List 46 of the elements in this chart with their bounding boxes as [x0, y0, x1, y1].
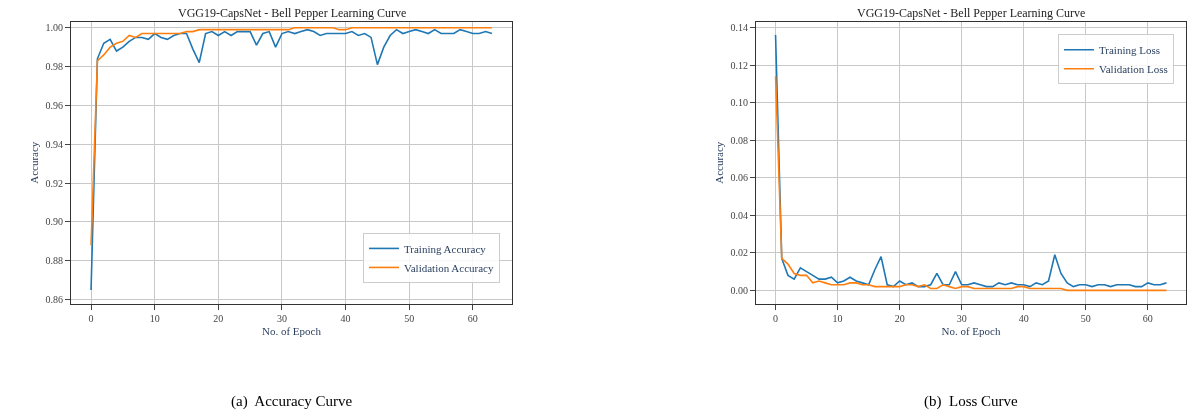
y-tick-label: 0.92: [45, 177, 63, 189]
x-tick-label: 30: [276, 312, 287, 324]
x-axis-title: No. of Epoch: [262, 324, 322, 337]
x-tick-label: 50: [1080, 312, 1091, 324]
y-tick-label: 0.08: [730, 134, 748, 146]
x-tick-label: 60: [1142, 312, 1153, 324]
y-tick-label: 1.00: [45, 22, 63, 34]
y-tick-label: 0.10: [730, 97, 748, 109]
y-tick-label: 0.04: [730, 209, 748, 221]
y-tick-label: 0.00: [730, 284, 748, 296]
chart-title: VGG19-CapsNet - Bell Pepper Learning Curve: [857, 6, 1086, 20]
y-tick-label: 0.12: [730, 59, 748, 71]
x-tick-label: 10: [149, 312, 160, 324]
y-tick-label: 0.88: [45, 255, 63, 267]
x-tick-label: 0: [773, 312, 779, 324]
y-tick-label: 0.96: [45, 99, 63, 111]
legend-label: Validation Loss: [1098, 63, 1168, 76]
x-tick-label: 10: [832, 312, 843, 324]
legend-label: Training Loss: [1098, 44, 1161, 57]
legend-label: Validation Accuracy: [403, 261, 494, 274]
y-tick-label: 0.98: [45, 61, 63, 73]
x-tick-label: 40: [340, 312, 351, 324]
line-series: [774, 75, 1168, 292]
line-series: [774, 34, 1168, 288]
y-tick-label: 0.02: [730, 247, 748, 259]
y-axis-title: Accuracy: [713, 141, 726, 184]
y-tick-label: 0.14: [730, 22, 748, 34]
x-tick-label: 0: [88, 312, 94, 324]
x-tick-label: 30: [956, 312, 967, 324]
line-series: [90, 28, 493, 291]
x-tick-label: 20: [213, 312, 224, 324]
legend-label: Training Accuracy: [403, 242, 487, 255]
y-tick-label: 0.90: [45, 216, 63, 228]
x-tick-label: 50: [404, 312, 415, 324]
text: (a) Accuracy Curve: [231, 393, 353, 410]
line-series: [90, 26, 493, 247]
y-tick-label: 0.86: [45, 294, 63, 306]
x-axis-title: No. of Epoch: [941, 324, 1001, 337]
chart-title: VGG19-CapsNet - Bell Pepper Learning Curve: [178, 6, 407, 20]
text: (b) Loss Curve: [924, 393, 1019, 410]
y-tick-label: 0.06: [730, 172, 748, 184]
x-tick-label: 60: [467, 312, 478, 324]
y-axis-title: Accuracy: [28, 141, 41, 184]
y-tick-label: 0.94: [45, 138, 63, 150]
x-tick-label: 20: [894, 312, 905, 324]
x-tick-label: 40: [1018, 312, 1029, 324]
